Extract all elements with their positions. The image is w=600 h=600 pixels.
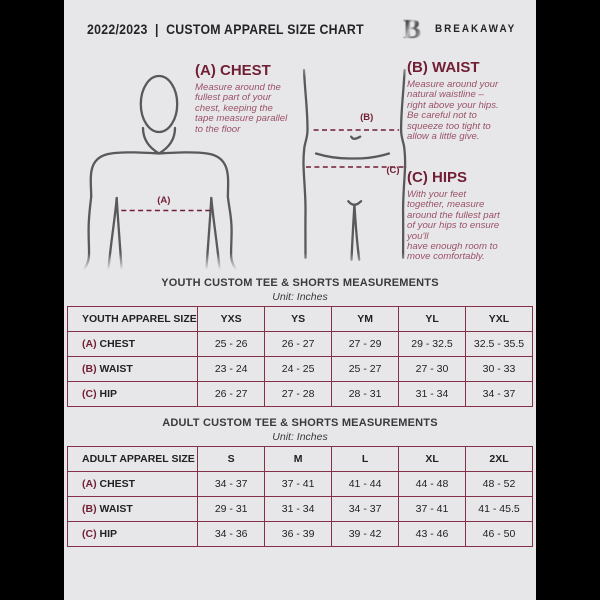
svg-text:B: B (403, 14, 421, 44)
